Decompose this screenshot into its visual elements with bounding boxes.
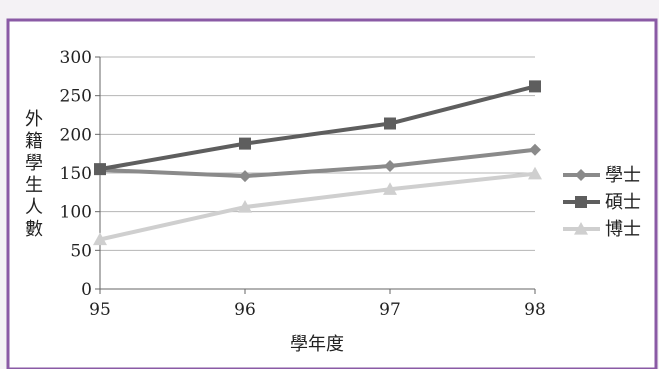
series-lines	[99, 84, 536, 242]
legend-marker-diamond	[575, 169, 587, 181]
y-axis-label-char: 籍	[25, 131, 43, 152]
legend-label: 博士	[605, 219, 641, 240]
y-tick-label: 200	[60, 125, 92, 145]
data-point-triangle	[528, 166, 542, 180]
y-axis-label-char: 外	[25, 109, 43, 130]
y-axis-label-char: 人	[25, 197, 43, 218]
data-point-square	[239, 137, 251, 150]
series-line-diamond	[99, 147, 536, 179]
data-point-triangle	[93, 232, 107, 246]
y-tick-label: 300	[60, 48, 92, 68]
legend-label: 學士	[605, 165, 641, 186]
y-axis-label-char: 學	[25, 153, 43, 174]
data-point-diamond	[529, 143, 541, 156]
data-point-triangle	[383, 182, 397, 195]
series-line-square	[99, 84, 536, 172]
series-line-triangle	[99, 171, 536, 242]
y-tick-label: 0	[81, 280, 92, 300]
y-tick-label: 50	[70, 241, 92, 261]
x-tick-label: 98	[524, 300, 546, 320]
x-axis-label: 學年度	[290, 334, 344, 355]
x-tick-label: 95	[89, 300, 111, 320]
legend-marker-triangle	[574, 222, 588, 235]
series-markers	[93, 80, 542, 246]
data-point-square	[529, 80, 541, 93]
data-point-square	[384, 117, 396, 130]
data-point-triangle	[238, 200, 252, 213]
data-point-diamond	[384, 160, 396, 173]
y-tick-label: 100	[60, 203, 92, 223]
legend-marker-square	[575, 196, 587, 208]
x-tick-label: 97	[379, 300, 401, 320]
y-axis-ticks: 0 50 100 150 200 250 300	[60, 48, 92, 300]
y-axis-label-char: 生	[25, 175, 43, 196]
data-point-diamond	[239, 170, 251, 183]
y-tick-label: 150	[60, 164, 92, 184]
legend-label: 碩士	[605, 192, 641, 213]
y-axis-label-char: 數	[25, 219, 43, 240]
x-axis-ticks: 95 96 97 98	[89, 300, 546, 320]
data-point-square	[94, 163, 106, 176]
y-tick-label: 250	[60, 87, 92, 107]
x-tick-label: 96	[234, 300, 256, 320]
